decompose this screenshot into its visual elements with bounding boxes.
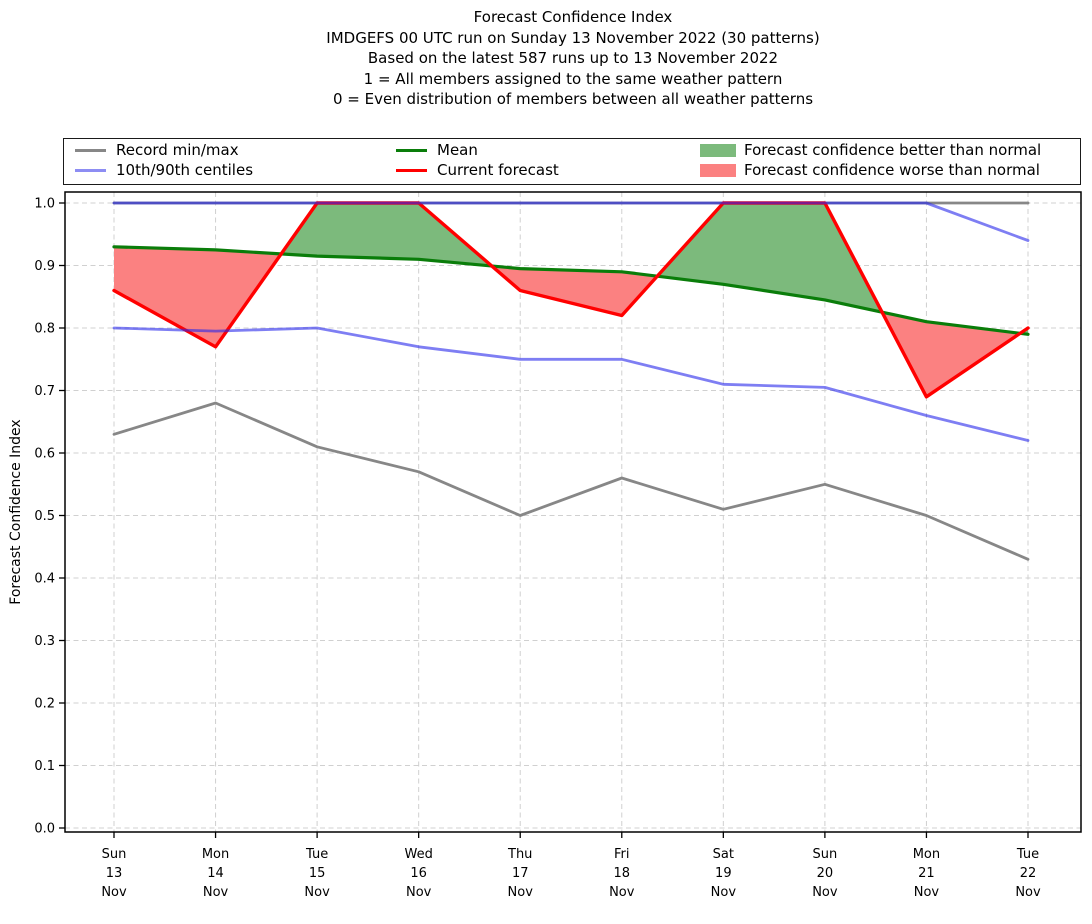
legend-item-better-than-normal: Forecast confidence better than normal xyxy=(700,141,1041,159)
y-tick-label: 0.4 xyxy=(34,572,55,587)
y-tick-label: 0.1 xyxy=(34,759,55,774)
x-tick-label: Mon xyxy=(913,847,940,862)
x-tick-label: Nov xyxy=(711,885,737,900)
plot-frame xyxy=(64,191,1082,833)
y-tick-label: 0.2 xyxy=(34,697,55,712)
x-tick-label: Wed xyxy=(404,847,432,862)
x-tick-label: 15 xyxy=(309,866,326,881)
x-tick-label: Sat xyxy=(713,847,734,862)
x-tick-label: Nov xyxy=(812,885,838,900)
y-tick-label: 0.3 xyxy=(34,634,55,649)
x-tick-label: Sun xyxy=(102,847,127,862)
chart-title: Forecast Confidence Index xyxy=(473,8,673,26)
series-current-forecast xyxy=(112,201,1030,399)
y-tick-label: 0.8 xyxy=(34,322,55,337)
y-tick-label: 0.0 xyxy=(34,822,55,837)
x-tick-label: 17 xyxy=(512,866,529,881)
x-tick-label: Fri xyxy=(614,847,630,862)
chart-subtitle-scale-one: 1 = All members assigned to the same wea… xyxy=(363,69,783,88)
x-tick-label: Nov xyxy=(1015,885,1041,900)
fill-worse-than-normal xyxy=(491,266,658,316)
centiles-swatch xyxy=(75,168,106,172)
legend-label-record-minmax: Record min/max xyxy=(116,141,239,159)
x-tick-label: Thu xyxy=(507,847,532,862)
x-axis: Sun 13 Nov Mon 14 Nov Tue 15 Nov Wed 16 Nov Thu 17 Nov… xyxy=(101,832,1041,900)
x-tick-label: 20 xyxy=(817,866,834,881)
x-tick-label: 21 xyxy=(918,866,935,881)
x-tick-label: Nov xyxy=(914,885,940,900)
series-mean xyxy=(112,245,1030,336)
x-tick-label: 22 xyxy=(1020,866,1037,881)
x-tick-label: Nov xyxy=(406,885,432,900)
record-minmax-swatch xyxy=(75,148,106,152)
series-record-min xyxy=(112,401,1030,561)
legend-label-centiles: 10th/90th centiles xyxy=(116,161,254,179)
mean-swatch xyxy=(396,148,427,152)
y-tick-label: 0.7 xyxy=(34,384,55,399)
x-tick-label: Tue xyxy=(305,847,328,862)
y-tick-label: 0.5 xyxy=(34,509,55,524)
x-tick-label: Nov xyxy=(508,885,534,900)
current-forecast-swatch xyxy=(396,168,427,172)
legend-item-current-forecast: Current forecast xyxy=(396,161,559,179)
chart-subtitle-basis: Based on the latest 587 runs up to 13 No… xyxy=(367,49,779,67)
y-tick-label: 1.0 xyxy=(34,197,55,212)
legend-item-mean: Mean xyxy=(396,141,478,159)
x-tick-label: Nov xyxy=(203,885,229,900)
y-axis-title: Forecast Confidence Index xyxy=(8,419,24,604)
x-tick-label: 19 xyxy=(715,866,732,881)
legend-label-better-than-normal: Forecast confidence better than normal xyxy=(744,141,1042,159)
x-tick-label: 14 xyxy=(207,866,224,881)
worse-than-normal-swatch xyxy=(700,163,736,177)
y-tick-label: 0.9 xyxy=(34,259,55,274)
x-tick-label: Nov xyxy=(101,885,127,900)
chart-subtitle-run: IMDGEFS 00 UTC run on Sunday 13 November… xyxy=(326,28,820,47)
legend-label-current-forecast: Current forecast xyxy=(437,161,559,179)
x-tick-label: 13 xyxy=(106,866,123,881)
legend-item-centiles: 10th/90th centiles xyxy=(75,161,253,179)
legend-label-mean: Mean xyxy=(437,141,478,159)
x-tick-label: Tue xyxy=(1016,847,1039,862)
fill-better-than-normal xyxy=(657,203,883,313)
confidence-fills xyxy=(114,203,1028,397)
y-tick-label: 0.6 xyxy=(34,447,55,462)
better-than-normal-swatch xyxy=(700,143,736,157)
fill-worse-than-normal xyxy=(114,246,282,347)
legend-item-record-minmax: Record min/max xyxy=(75,141,239,159)
legend-item-worse-than-normal: Forecast confidence worse than normal xyxy=(700,161,1040,179)
legend-label-worse-than-normal: Forecast confidence worse than normal xyxy=(744,161,1040,179)
x-tick-label: Nov xyxy=(304,885,330,900)
x-tick-label: Mon xyxy=(202,847,229,862)
fill-better-than-normal xyxy=(281,203,492,266)
x-tick-label: Nov xyxy=(609,885,635,900)
series-90th-centile xyxy=(112,201,1030,242)
x-tick-label: Sun xyxy=(813,847,838,862)
y-axis: 0.0 0.1 0.2 0.3 0.4 0.5 0.6 0.7 0.8 0.9 1.0 xyxy=(34,197,65,837)
chart-legend: Record min/max 10th/90th centiles Mean C… xyxy=(63,138,1081,185)
chart-subtitle-scale-zero: 0 = Even distribution of members between… xyxy=(332,90,814,108)
x-tick-label: 16 xyxy=(410,866,427,881)
series-10th-centile xyxy=(112,326,1030,442)
x-tick-label: 18 xyxy=(614,866,631,881)
chart-title-block: Forecast Confidence Index IMDGEFS 00 UTC… xyxy=(63,7,1083,110)
